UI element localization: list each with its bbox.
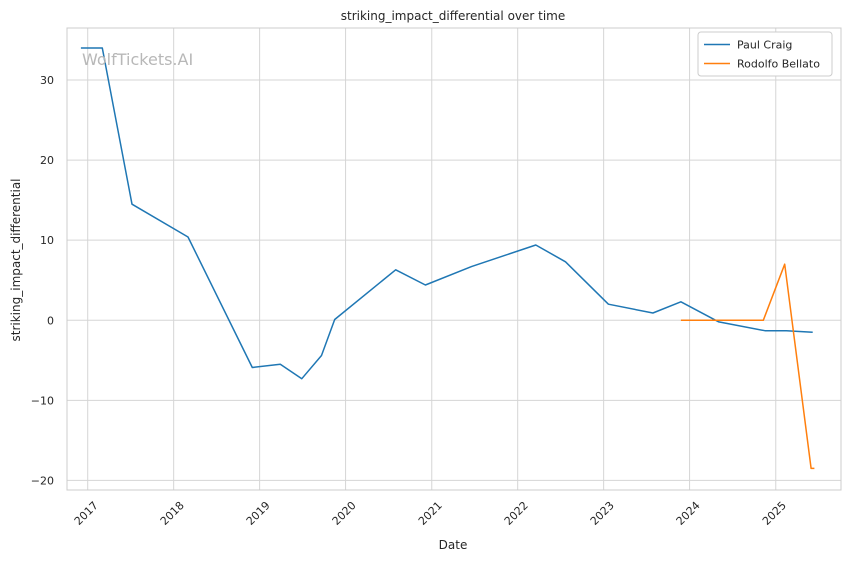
legend-box <box>697 31 833 77</box>
series-lines <box>80 47 815 470</box>
y-tick-labels: 30 20 10 0 −10 −20 <box>31 74 54 487</box>
legend-label-paul-craig: Paul Craig <box>737 39 792 52</box>
y-tick-label: 20 <box>40 154 54 167</box>
legend: Paul Craig Rodolfo Bellato <box>697 31 833 77</box>
watermark-text: WolfTickets.AI <box>82 50 193 69</box>
y-tick-label: −10 <box>31 394 54 407</box>
y-tick-label: 30 <box>40 74 54 87</box>
y-tick-label: −20 <box>31 474 54 487</box>
legend-label-rodolfo-bellato: Rodolfo Bellato <box>737 58 820 71</box>
y-tick-label: 0 <box>47 314 54 327</box>
y-tick-label: 10 <box>40 234 54 247</box>
series-line-paul-craig <box>80 47 813 380</box>
series-line-rodolfo-bellato <box>680 263 815 470</box>
plot-area <box>66 27 842 491</box>
x-axis-title: Date <box>439 538 468 552</box>
chart-title: striking_impact_differential over time <box>341 9 566 23</box>
y-axis-title: striking_impact_differential <box>9 178 23 341</box>
